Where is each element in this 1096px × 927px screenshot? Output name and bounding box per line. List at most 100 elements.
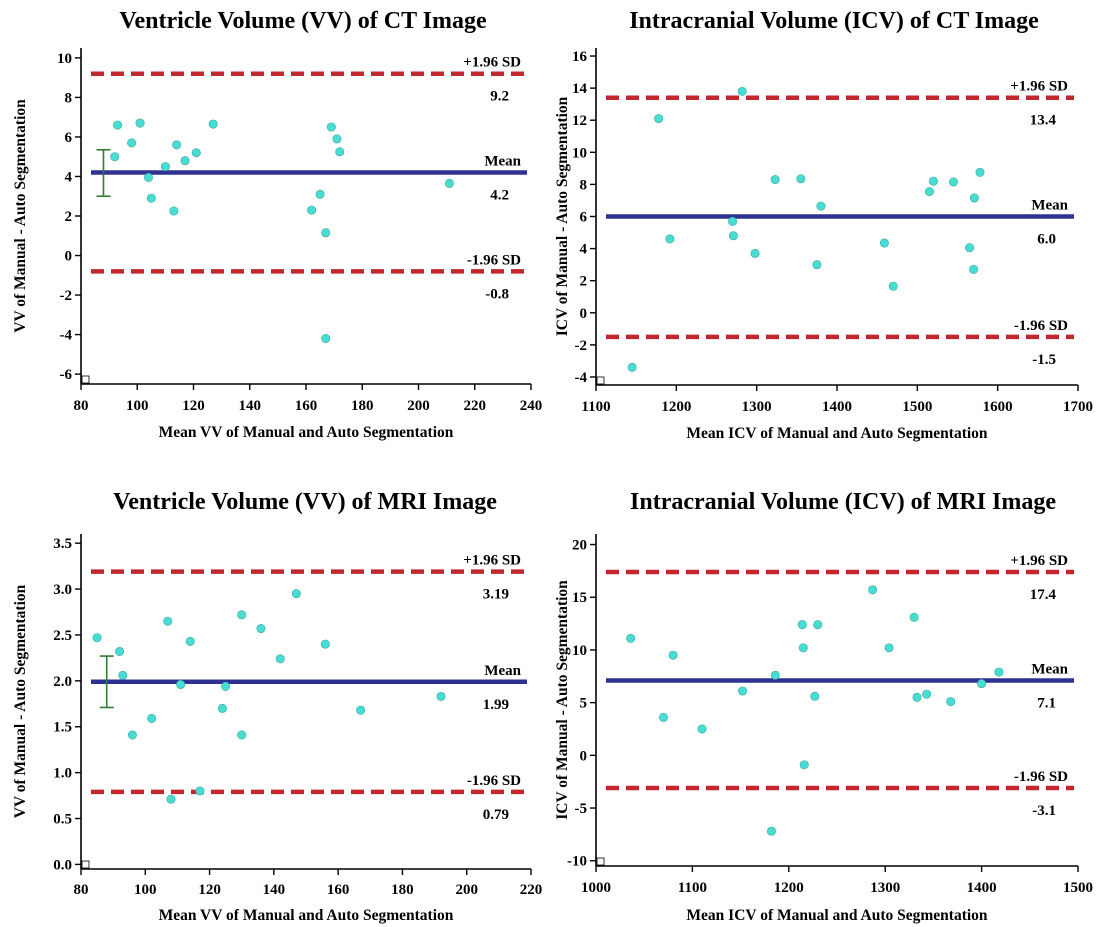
data-point xyxy=(195,786,205,796)
y-tick-label: -4 xyxy=(60,328,73,344)
origin-marker xyxy=(596,376,605,385)
data-point xyxy=(191,148,201,158)
y-tick-label: 1.5 xyxy=(53,720,72,736)
data-point xyxy=(797,620,807,630)
data-point xyxy=(665,234,675,244)
y-tick-label: -4 xyxy=(575,370,588,386)
data-point xyxy=(166,794,176,804)
data-point xyxy=(924,187,934,197)
y-tick-label: 10 xyxy=(57,51,72,67)
data-point xyxy=(738,686,748,696)
data-point xyxy=(146,193,156,203)
chart-title: Intracranial Volume (ICV) of MRI Image xyxy=(630,489,1056,515)
lower-loa-value: -1.5 xyxy=(1032,352,1056,368)
data-point xyxy=(144,172,154,182)
data-point xyxy=(668,650,678,660)
lower-loa-value: 0.79 xyxy=(483,807,509,823)
lower-loa-label: -1.96 SD xyxy=(1014,318,1068,334)
data-point xyxy=(163,616,173,626)
y-tick-label: 14 xyxy=(572,81,588,97)
x-tick-label: 220 xyxy=(464,398,487,414)
upper-loa-value: 3.19 xyxy=(483,587,509,603)
data-point xyxy=(728,231,738,241)
x-tick-label: 1400 xyxy=(822,399,852,415)
data-point xyxy=(928,176,938,186)
y-tick-label: 0 xyxy=(65,249,73,265)
data-point xyxy=(737,86,747,96)
y-axis-label: VV of Manual - Auto Segmentation xyxy=(12,99,29,333)
data-point xyxy=(113,120,123,130)
y-tick-label: -2 xyxy=(60,288,73,304)
data-point xyxy=(813,620,823,630)
data-point xyxy=(118,670,128,680)
data-point xyxy=(320,639,330,649)
data-point xyxy=(868,585,878,595)
y-tick-label: 6 xyxy=(65,130,73,146)
data-point xyxy=(185,636,195,646)
y-tick-label: 2.5 xyxy=(53,628,72,644)
data-point xyxy=(444,178,454,188)
y-tick-label: 5 xyxy=(580,696,588,712)
data-point xyxy=(977,679,987,689)
data-point xyxy=(321,334,331,344)
y-tick-label: 2 xyxy=(65,209,73,225)
data-point xyxy=(237,610,247,620)
chart-panel-3: Ventricle Volume (VV) of MRI Image 0.0 0.5… xyxy=(12,489,542,924)
x-tick-label: 120 xyxy=(198,882,221,898)
chart-panel-2: Intracranial Volume (ICV) of CT Image -4 -… xyxy=(554,8,1093,442)
x-axis-label: Mean ICV of Manual and Auto Segmentation xyxy=(686,907,988,924)
x-axis-label: Mean VV of Manual and Auto Segmentation xyxy=(159,907,454,924)
data-point xyxy=(975,167,985,177)
mean-label: Mean xyxy=(484,663,521,679)
x-tick-label: 200 xyxy=(455,882,478,898)
x-tick-label: 80 xyxy=(74,882,89,898)
data-point xyxy=(332,134,342,144)
data-point xyxy=(654,114,664,124)
data-point xyxy=(969,193,979,203)
data-point xyxy=(315,189,325,199)
data-point xyxy=(697,724,707,734)
y-axis-label: VV of Manual - Auto Segmentation xyxy=(12,584,29,818)
chart-panel-4: Intracranial Volume (ICV) of MRI Image -1… xyxy=(554,489,1093,924)
data-point xyxy=(160,162,170,172)
chart-title: Ventricle Volume (VV) of CT Image xyxy=(119,8,487,34)
data-point xyxy=(221,681,231,691)
x-tick-label: 160 xyxy=(295,398,318,414)
data-point xyxy=(237,730,247,740)
x-tick-label: 1300 xyxy=(742,399,772,415)
upper-loa-label: +1.96 SD xyxy=(1010,553,1068,569)
chart-panel-1: Ventricle Volume (VV) of CT Image -6 -4 -2 0… xyxy=(12,8,542,441)
data-point xyxy=(147,713,157,723)
upper-loa-value: 9.2 xyxy=(490,89,509,105)
mean-label: Mean xyxy=(1031,198,1068,214)
y-tick-label: -5 xyxy=(575,801,588,817)
data-point xyxy=(946,697,956,707)
data-point xyxy=(180,156,190,166)
y-tick-label: -10 xyxy=(567,854,587,870)
data-point xyxy=(770,670,780,680)
upper-loa-label: +1.96 SD xyxy=(463,553,521,569)
x-tick-label: 160 xyxy=(327,882,350,898)
data-point xyxy=(879,238,889,248)
data-point xyxy=(135,118,145,128)
upper-loa-label: +1.96 SD xyxy=(1010,79,1068,95)
data-point xyxy=(356,705,366,715)
chart-title: Intracranial Volume (ICV) of CT Image xyxy=(629,8,1039,34)
data-point xyxy=(812,260,822,270)
data-point xyxy=(275,654,285,664)
x-tick-label: 220 xyxy=(520,882,543,898)
x-tick-label: 1200 xyxy=(661,399,691,415)
upper-loa-value: 13.4 xyxy=(1030,113,1057,129)
data-point xyxy=(750,248,760,258)
mean-value: 7.1 xyxy=(1037,696,1056,712)
mean-label: Mean xyxy=(1031,662,1068,678)
lower-loa-value: -0.8 xyxy=(485,286,509,302)
lower-loa-label: -1.96 SD xyxy=(1014,769,1068,785)
data-point xyxy=(810,691,820,701)
y-tick-label: 8 xyxy=(65,90,73,106)
data-point xyxy=(627,362,637,372)
mean-value: 6.0 xyxy=(1037,232,1056,248)
y-tick-label: 12 xyxy=(572,113,587,129)
data-point xyxy=(626,633,636,643)
